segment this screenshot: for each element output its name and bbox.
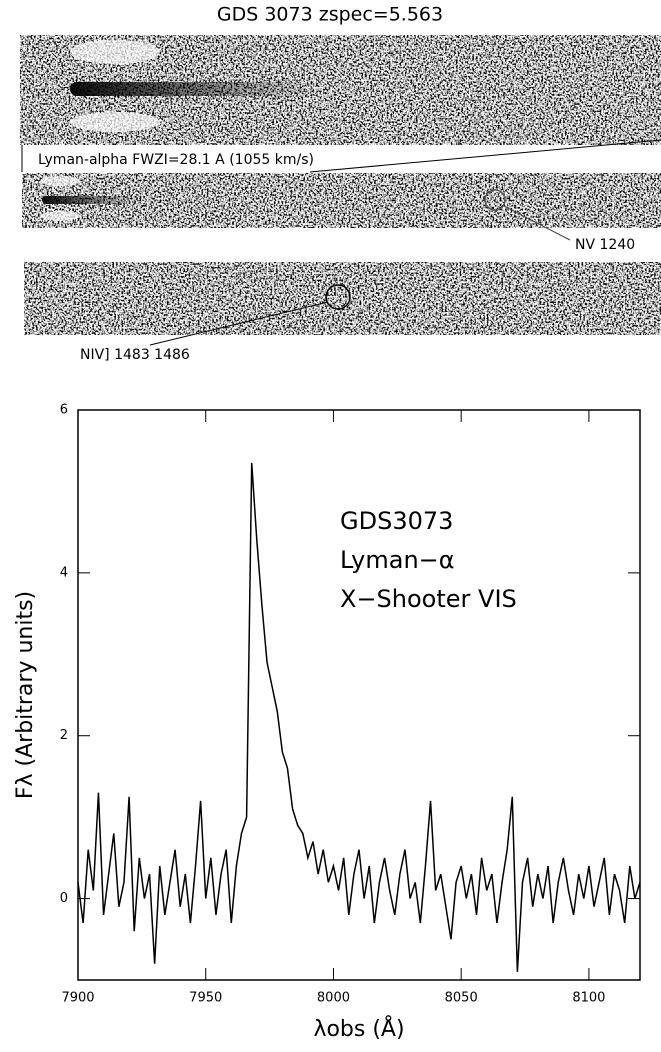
spectrum-line: [77, 462, 641, 972]
x-tick-label: 8050: [445, 991, 478, 1006]
lya-label: Lyman-alpha FWZI=28.1 A (1055 km/s): [38, 152, 314, 168]
spectrum-2d: [24, 262, 661, 335]
marker-circle: [484, 189, 506, 211]
y-tick-label: 4: [60, 565, 68, 580]
y-tick-label: 2: [60, 728, 68, 743]
emission-streak: [70, 82, 320, 96]
emission-streak: [42, 196, 142, 204]
figure-title: GDS 3073 zspec=5.563: [217, 4, 443, 26]
annotation: X−Shooter VIS: [340, 585, 517, 613]
annotation: GDS3073: [340, 507, 453, 535]
x-tick-label: 7950: [189, 991, 222, 1006]
leader-line: [503, 205, 571, 241]
x-axis-label: λobs (Å): [313, 1015, 404, 1042]
annotation: Lyman−α: [340, 546, 455, 574]
y-tick-label: 0: [60, 891, 68, 906]
marker-circle: [325, 284, 351, 310]
x-tick-label: 8100: [572, 991, 605, 1006]
sky-residual: [40, 211, 80, 221]
plot-frame: [77, 409, 641, 981]
sky-residual: [40, 176, 80, 186]
leader-line: [149, 301, 329, 346]
nv-label: NV 1240: [575, 237, 635, 253]
zoom-line: [309, 139, 661, 173]
y-axis-label: Fλ (Arbitrary units): [13, 591, 38, 799]
x-tick-label: 7900: [61, 991, 94, 1006]
sky-residual: [70, 40, 160, 64]
sky-residual: [70, 112, 160, 132]
y-tick-label: 6: [60, 403, 68, 418]
niv-label: NIV] 1483 1486: [80, 347, 190, 363]
x-tick-label: 8000: [317, 991, 350, 1006]
